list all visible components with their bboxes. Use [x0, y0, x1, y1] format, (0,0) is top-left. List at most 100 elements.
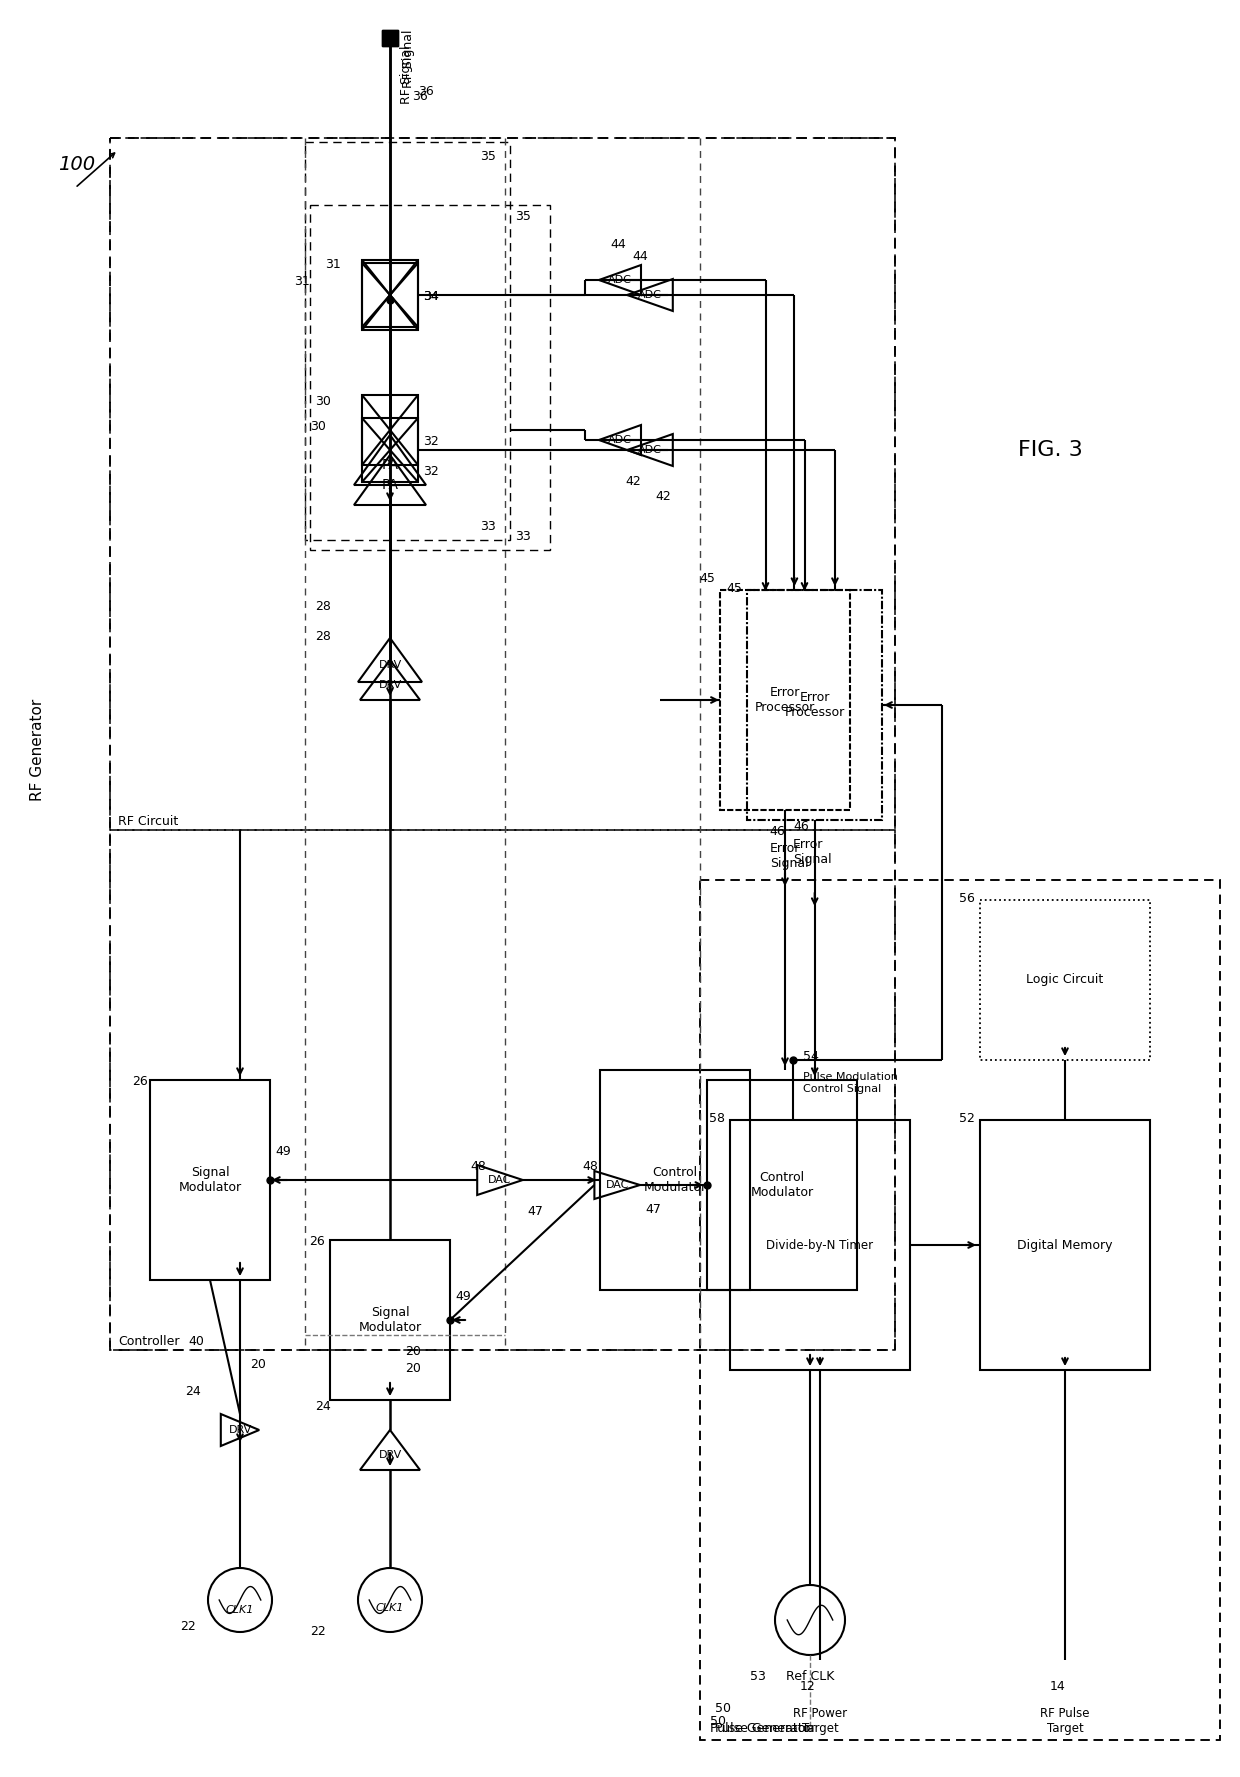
Bar	[980, 1120, 1149, 1370]
Bar	[720, 590, 849, 810]
Text: ADC: ADC	[608, 435, 632, 444]
Text: Control
Modulator: Control Modulator	[644, 1166, 707, 1194]
Text: 42: 42	[625, 474, 641, 489]
Text: 48: 48	[470, 1160, 486, 1173]
Text: 45: 45	[699, 572, 715, 585]
Text: 12: 12	[800, 1679, 816, 1693]
Text: 22: 22	[180, 1621, 196, 1633]
Bar	[330, 1240, 450, 1400]
Text: 20: 20	[405, 1361, 420, 1375]
Text: 32: 32	[423, 466, 439, 478]
Text: RF Circuit: RF Circuit	[118, 816, 179, 828]
Text: 20: 20	[405, 1345, 420, 1358]
Text: 52: 52	[959, 1112, 975, 1125]
Text: 46: 46	[794, 819, 808, 833]
Text: CLK1: CLK1	[226, 1605, 254, 1615]
Text: DRV: DRV	[378, 681, 402, 689]
Text: 36: 36	[418, 85, 434, 98]
Text: Controller: Controller	[118, 1335, 180, 1349]
Text: 48: 48	[583, 1160, 598, 1173]
Text: 33: 33	[515, 530, 531, 544]
Text: 30: 30	[315, 394, 331, 409]
Text: Pulse Generator: Pulse Generator	[715, 1722, 816, 1734]
Text: RF Generator: RF Generator	[31, 698, 46, 801]
Text: RF Signal: RF Signal	[401, 44, 413, 103]
Text: 32: 32	[423, 435, 439, 448]
Text: RF Signal: RF Signal	[402, 30, 415, 89]
Text: ADC: ADC	[639, 444, 662, 455]
Bar	[748, 590, 882, 819]
Bar	[110, 830, 895, 1351]
Bar	[701, 880, 1220, 1740]
Text: 44: 44	[610, 238, 626, 251]
Text: 26: 26	[133, 1075, 148, 1088]
Text: 28: 28	[315, 601, 331, 613]
Text: Divide-by-N Timer: Divide-by-N Timer	[766, 1239, 873, 1251]
Text: 35: 35	[515, 210, 531, 222]
Text: 49: 49	[455, 1290, 471, 1303]
Text: 44: 44	[632, 251, 647, 263]
Text: 36: 36	[412, 91, 428, 103]
Text: 53: 53	[750, 1670, 766, 1683]
Text: Error
Processor: Error Processor	[755, 686, 815, 714]
Text: 35: 35	[480, 149, 496, 163]
Text: PA: PA	[382, 478, 398, 492]
Text: 47: 47	[528, 1205, 543, 1217]
Text: Pulse Generator: Pulse Generator	[711, 1722, 811, 1734]
Text: Pulse Modulation
Control Signal: Pulse Modulation Control Signal	[804, 1072, 898, 1093]
Bar	[110, 139, 895, 1351]
Bar	[362, 263, 418, 327]
Text: Signal
Modulator: Signal Modulator	[179, 1166, 242, 1194]
Text: 24: 24	[315, 1400, 331, 1413]
Text: Error
Processor: Error Processor	[785, 691, 844, 720]
Bar	[701, 880, 1220, 1740]
Text: DRV: DRV	[378, 1450, 402, 1461]
Text: Logic Circuit: Logic Circuit	[1027, 974, 1104, 986]
Text: DRV: DRV	[378, 659, 402, 670]
Bar	[382, 30, 398, 46]
Text: Control
Modulator: Control Modulator	[750, 1171, 813, 1199]
Bar	[730, 1120, 910, 1370]
Text: RF Pulse
Target: RF Pulse Target	[1040, 1708, 1090, 1734]
Bar	[600, 1070, 750, 1290]
Text: 34: 34	[423, 290, 439, 304]
Text: 56: 56	[959, 892, 975, 904]
Text: Signal
Modulator: Signal Modulator	[358, 1306, 422, 1335]
Text: Digital Memory: Digital Memory	[1017, 1239, 1112, 1251]
Text: 31: 31	[325, 258, 341, 272]
Text: 49: 49	[275, 1144, 290, 1159]
Text: Ref CLK: Ref CLK	[786, 1670, 835, 1683]
Text: 50: 50	[711, 1715, 725, 1727]
Text: 26: 26	[309, 1235, 325, 1247]
Text: 46: 46	[770, 825, 785, 839]
Bar	[362, 394, 418, 466]
Text: ADC: ADC	[608, 275, 632, 284]
Bar	[362, 259, 418, 331]
Text: 33: 33	[480, 521, 496, 533]
Bar	[362, 418, 418, 482]
Text: 100: 100	[58, 155, 95, 174]
Text: 34: 34	[423, 290, 439, 304]
Text: ADC: ADC	[639, 290, 662, 300]
Text: FIG. 3: FIG. 3	[1018, 441, 1083, 460]
Bar	[707, 1080, 857, 1290]
Text: 14: 14	[1050, 1679, 1065, 1693]
Text: 31: 31	[294, 275, 310, 288]
Text: DAC: DAC	[605, 1180, 629, 1191]
Text: 45: 45	[727, 583, 743, 595]
Bar	[980, 899, 1149, 1061]
Text: Error
Signal: Error Signal	[770, 842, 808, 871]
Text: 28: 28	[315, 631, 331, 643]
Text: 22: 22	[310, 1624, 326, 1638]
Text: 40: 40	[188, 1335, 203, 1349]
Text: 54: 54	[804, 1050, 818, 1063]
Bar	[150, 1080, 270, 1279]
Bar	[110, 139, 895, 830]
Text: 47: 47	[645, 1203, 661, 1215]
Text: Error
Signal: Error Signal	[794, 839, 832, 865]
Text: 42: 42	[655, 490, 671, 503]
Bar	[305, 142, 510, 540]
Text: RF Power
Target: RF Power Target	[792, 1708, 847, 1734]
Text: DAC: DAC	[489, 1175, 512, 1185]
Text: DRV: DRV	[228, 1425, 252, 1436]
